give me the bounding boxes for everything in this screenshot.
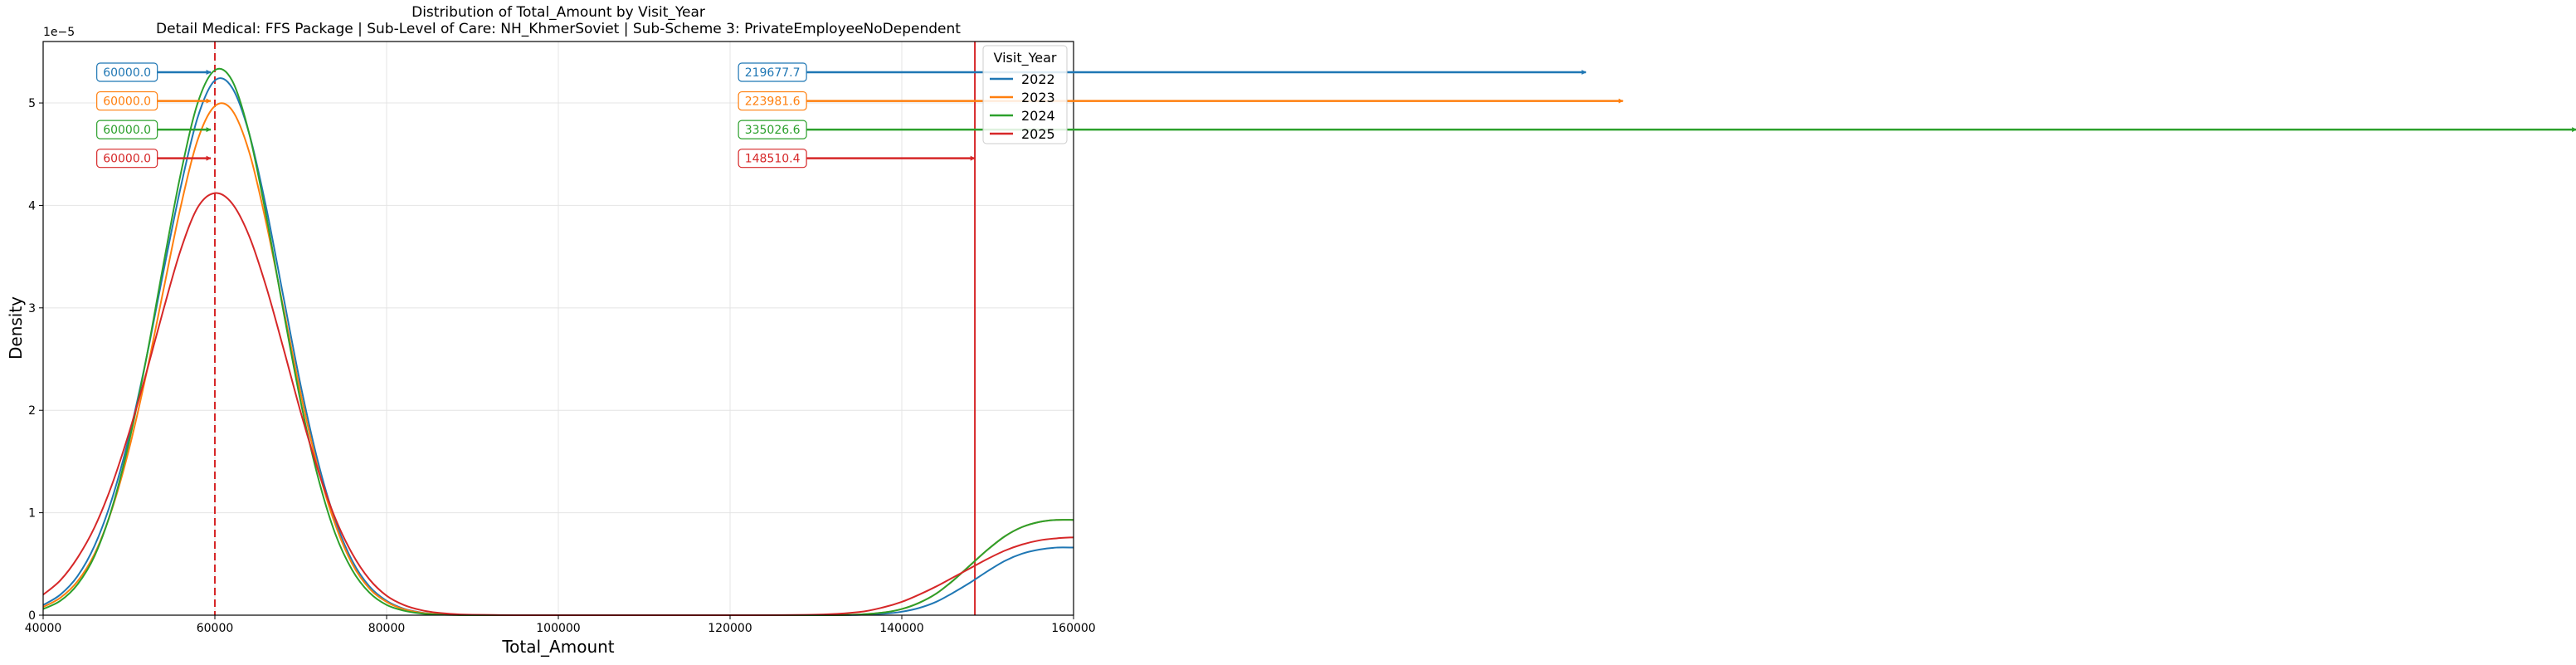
x-tick-label-1: 60000 bbox=[197, 622, 234, 635]
annotation-label-3: 60000.0 bbox=[103, 153, 151, 166]
y-axis-label: Density bbox=[6, 296, 26, 359]
x-tick-label-4: 120000 bbox=[708, 622, 752, 635]
legend-label-2025: 2025 bbox=[1021, 126, 1055, 142]
annotation-label-5: 223981.6 bbox=[745, 95, 801, 109]
legend-box bbox=[982, 45, 1068, 144]
annotation-label-2: 60000.0 bbox=[103, 124, 151, 137]
x-tick-label-0: 40000 bbox=[25, 622, 62, 635]
annotation-right-2025: 148510.4 bbox=[738, 149, 976, 169]
y-tick-label-1: 1 bbox=[28, 507, 36, 521]
y-tick-label-5: 5 bbox=[28, 97, 36, 110]
legend-title: Visit_Year bbox=[994, 50, 1057, 66]
chart-subtitle: Detail Medical: FFS Package | Sub-Level … bbox=[156, 21, 961, 37]
legend-label-2024: 2024 bbox=[1021, 108, 1055, 124]
annotation-label-0: 60000.0 bbox=[103, 66, 151, 80]
series-line-2024 bbox=[42, 67, 1074, 617]
annotation-right-2023: 223981.6 bbox=[738, 90, 1624, 111]
annotation-left-2024: 60000.0 bbox=[96, 120, 212, 139]
series-line-2025 bbox=[42, 192, 1074, 617]
y-offset-label: 1e−5 bbox=[43, 26, 75, 39]
annotation-left-2022: 60000.0 bbox=[96, 62, 212, 82]
x-tick-label-2: 80000 bbox=[368, 622, 406, 635]
legend: Visit_Year 2022 2023 2024 2025 bbox=[982, 45, 1068, 144]
legend-label-2023: 2023 bbox=[1021, 90, 1055, 105]
annotation-label-7: 148510.4 bbox=[745, 153, 801, 166]
y-tick-label-4: 4 bbox=[28, 199, 36, 213]
annotation-label-4: 219677.7 bbox=[745, 66, 801, 80]
x-tick-label-5: 140000 bbox=[879, 622, 923, 635]
annotation-left-2025: 60000.0 bbox=[96, 149, 212, 169]
x-axis-label: Total_Amount bbox=[501, 637, 614, 657]
y-tick-label-0: 0 bbox=[28, 609, 36, 623]
annotation-left-2023: 60000.0 bbox=[96, 90, 212, 111]
annotation-right-2024: 335026.6 bbox=[738, 120, 2576, 139]
y-tick-label-3: 3 bbox=[28, 302, 36, 315]
y-tick-label-2: 2 bbox=[28, 404, 36, 418]
x-tick-label-6: 160000 bbox=[1051, 622, 1095, 635]
annotation-right-2022: 219677.7 bbox=[738, 62, 1587, 82]
legend-label-2022: 2022 bbox=[1021, 71, 1055, 87]
x-tick-label-3: 100000 bbox=[536, 622, 580, 635]
annotation-label-6: 335026.6 bbox=[745, 124, 801, 137]
annotation-label-1: 60000.0 bbox=[103, 95, 151, 109]
chart-title: Distribution of Total_Amount by Visit_Ye… bbox=[411, 4, 705, 21]
